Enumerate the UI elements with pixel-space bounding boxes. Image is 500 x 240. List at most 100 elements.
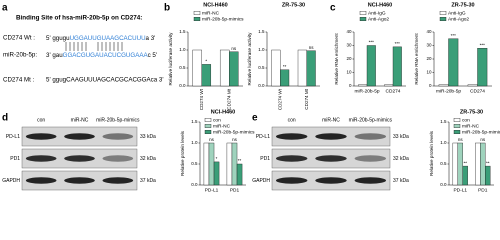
band (64, 177, 95, 184)
lane-label: miR-20b-5p-mimics (349, 117, 393, 123)
significance: ns (458, 137, 464, 142)
y-tick-label: 30 (346, 43, 352, 48)
y-tick-label: 1.0 (440, 140, 447, 145)
band (25, 155, 57, 162)
x-tick-label: PD-L1 (453, 187, 467, 193)
bar (480, 142, 486, 186)
x-tick-label: CD274 Wt (277, 88, 282, 110)
legend-label: miR-20b-5p-mimics (213, 129, 255, 135)
significance: *** (395, 41, 401, 46)
band (354, 155, 387, 162)
chart-title: NCI-H460 (368, 2, 392, 8)
seq-part: UGGAUUGUAAGCACUUU (70, 35, 146, 42)
legend-label: miR-20b-5p-mimics (462, 129, 500, 135)
y-tick-label: 40 (426, 29, 432, 34)
bar (366, 45, 376, 87)
band (315, 155, 347, 162)
size-label: 33 kDa (393, 134, 409, 140)
size-label: 37 kDa (393, 178, 409, 184)
lane-label: con (37, 117, 45, 123)
legend-swatch (453, 117, 461, 122)
x-tick-label: miR-20b-5p (436, 88, 461, 94)
y-tick-label: 0.0 (258, 83, 265, 88)
bar (201, 64, 212, 87)
x-tick-label: PD-L1 (205, 187, 219, 193)
legend-swatch (193, 10, 201, 15)
y-tick-label: 10 (346, 70, 352, 75)
protein-label: PD-L1 (6, 134, 20, 140)
x-tick-label: CD274 Wt (199, 88, 204, 110)
figure: a b c d e Binding Site of hsa-miR-20b-5p… (2, 2, 500, 193)
band (275, 133, 308, 140)
chart-title: NCI-H460 (203, 2, 227, 8)
band (25, 177, 57, 184)
bar (384, 84, 394, 87)
bar (271, 49, 281, 87)
significance: ** (238, 158, 242, 163)
y-axis-label: Relative RNA enrichment (334, 33, 339, 85)
y-tick-label: 0.5 (440, 161, 447, 166)
y-tick-label: 1.5 (191, 119, 198, 124)
lane-label: miR-20b-5p-mimics (96, 117, 140, 123)
lane-label: miR-NC (322, 117, 340, 123)
seq-label: miR-20b-5p: (3, 52, 37, 59)
y-axis-label: Relative protein levels (180, 130, 185, 176)
panel-label: b (164, 3, 170, 14)
significance: ns (231, 46, 237, 51)
bar (231, 142, 238, 186)
size-label: 33 kDa (140, 134, 156, 140)
bar (448, 38, 459, 87)
significance: ** (486, 160, 490, 165)
x-tick-label: PD1 (230, 187, 240, 193)
seq-label: CD274 Wt : (3, 35, 35, 42)
bar (392, 46, 402, 87)
size-label: 32 kDa (140, 156, 156, 162)
bar (226, 142, 233, 186)
y-tick-label: 0 (349, 83, 352, 88)
band (354, 133, 387, 140)
y-tick-label: 1.0 (179, 47, 186, 52)
significance: *** (451, 33, 457, 38)
y-tick-label: 20 (346, 56, 352, 61)
panel-label: d (2, 113, 8, 124)
legend-label: miR-NC (202, 10, 220, 16)
bar (219, 49, 230, 87)
band (102, 177, 134, 184)
protein-label: PD1 (260, 156, 270, 162)
y-tick-label: 1.5 (258, 29, 265, 34)
y-tick-label: 10 (426, 70, 432, 75)
legend-swatch (453, 123, 461, 128)
y-axis-label: Relative luciferase activity (168, 32, 173, 86)
legend-swatch (439, 17, 447, 22)
y-tick-label: 40 (346, 29, 352, 34)
band (64, 133, 95, 140)
legend-label: miR-NC (213, 123, 231, 129)
legend-swatch (439, 10, 447, 15)
legend-label: miR-NC (462, 123, 480, 129)
significance: * (216, 156, 218, 161)
y-tick-label: 0.5 (191, 161, 198, 166)
size-label: 37 kDa (140, 178, 156, 184)
legend-swatch (359, 10, 367, 15)
y-tick-label: 0.0 (191, 182, 198, 187)
significance: ns (209, 137, 215, 142)
y-tick-label: 20 (426, 56, 432, 61)
significance: *** (369, 40, 375, 45)
y-tick-label: 0 (429, 83, 432, 88)
y-tick-label: 1.0 (258, 47, 265, 52)
bar (475, 142, 481, 186)
pairing-bars (65, 42, 123, 51)
y-tick-label: 1.5 (440, 119, 447, 124)
significance: ns (480, 137, 486, 142)
binding-title: Binding Site of hsa-miR-20b-5p on CD274: (16, 15, 142, 22)
protein-label: PD-L1 (256, 134, 270, 140)
significance: ns (309, 45, 315, 50)
legend-swatch (204, 123, 212, 128)
legend-label: Anti-Ago2 (368, 16, 389, 22)
legend-label: Anti-Ago2 (448, 16, 469, 22)
size-label: 32 kDa (393, 156, 409, 162)
seq-part: GGACGUGAUACUCGUGAAA (63, 52, 149, 59)
x-tick-label: CD274 Mt (304, 88, 309, 109)
significance: ** (283, 64, 287, 69)
band (275, 155, 308, 162)
